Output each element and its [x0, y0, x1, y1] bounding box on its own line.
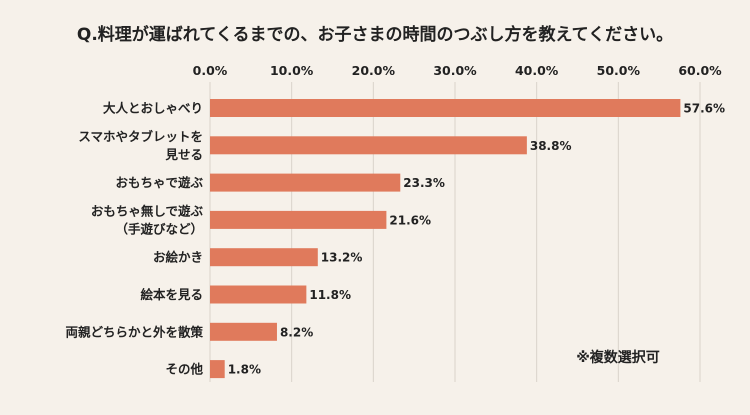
bar	[210, 322, 277, 341]
bar	[210, 285, 307, 304]
value-label: 57.6%	[683, 102, 725, 116]
x-tick-label: 50.0%	[597, 63, 641, 78]
value-label: 11.8%	[309, 288, 351, 302]
category-label: その他	[165, 362, 203, 377]
value-label: 13.2%	[321, 251, 363, 265]
grid-lines	[209, 82, 701, 382]
x-tick-label: 20.0%	[352, 63, 396, 78]
bar	[210, 210, 387, 229]
category-label: 大人とおしゃべり	[103, 101, 203, 116]
bar	[210, 99, 681, 117]
value-label: 1.8%	[228, 363, 261, 377]
category-label: スマホやタブレットを見せる	[78, 129, 203, 162]
x-tick-label: 10.0%	[270, 63, 314, 78]
bar	[210, 136, 527, 155]
bar	[210, 248, 318, 267]
chart-title: Q.料理が運ばれてくるまでの、お子さまの時間のつぶし方を教えてください。	[77, 24, 673, 45]
category-label: 絵本を見る	[140, 287, 203, 302]
category-label: おもちゃで遊ぶ	[115, 175, 203, 190]
x-axis-ticks: 0.0% 10.0% 20.0% 30.0% 40.0% 50.0% 60.0%	[193, 63, 722, 78]
x-tick-label: 60.0%	[678, 63, 722, 78]
value-labels: 57.6% 38.8% 23.3% 21.6% 13.2% 11.8% 8.2% 1.8%	[228, 102, 725, 377]
bar	[210, 173, 401, 192]
category-labels: 大人とおしゃべりスマホやタブレットを見せるおもちゃで遊ぶおもちゃ無しで遊ぶ（手遊…	[65, 101, 203, 377]
category-label: お絵かき	[153, 250, 203, 265]
x-tick-label: 30.0%	[433, 63, 477, 78]
x-tick-label: 40.0%	[515, 63, 559, 78]
x-tick-label: 0.0%	[193, 63, 228, 78]
multiple-choice-note: ※複数選択可	[576, 349, 660, 366]
value-label: 38.8%	[530, 139, 572, 153]
value-label: 21.6%	[389, 213, 431, 227]
category-label: 両親どちらかと外を散策	[65, 324, 203, 339]
value-label: 8.2%	[280, 325, 313, 339]
category-label: おもちゃ無しで遊ぶ（手遊びなど）	[91, 203, 204, 236]
bars	[210, 99, 681, 379]
value-label: 23.3%	[403, 176, 445, 190]
bar	[210, 360, 225, 379]
